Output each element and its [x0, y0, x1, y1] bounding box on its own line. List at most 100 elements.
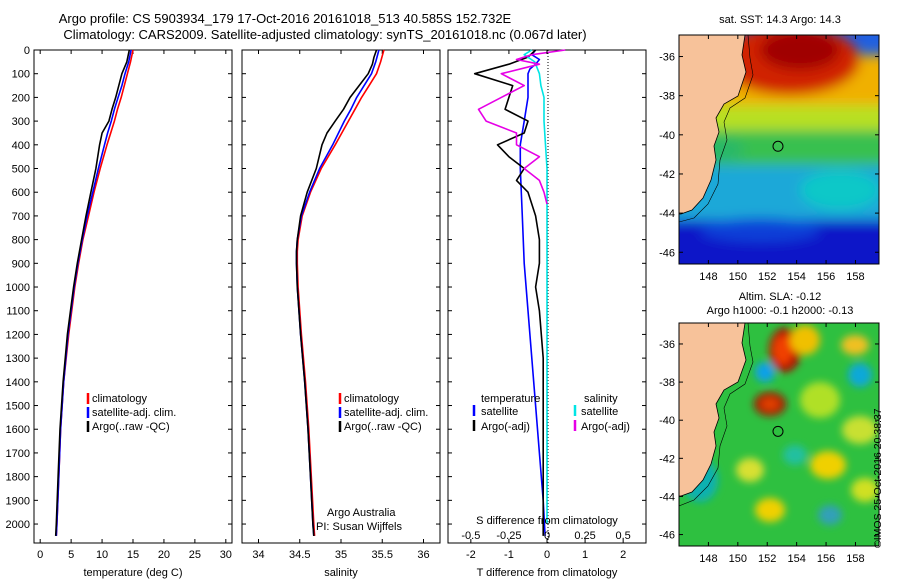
lat-tick-label: -38: [659, 377, 675, 389]
legend-climatology-label: climatology: [344, 393, 400, 405]
lat-tick-label: -36: [659, 52, 675, 64]
series-line-s-satellite: [523, 49, 548, 524]
difference-legend: temperature satellite Argo(-adj) salinit…: [472, 393, 630, 433]
series-line-satellite-adj-clim-: [55, 49, 132, 536]
series-line-s-argo-adj-: [477, 49, 566, 205]
x-tick-label: 0: [37, 549, 43, 561]
difference-x-axis: -2 -1 0 1 2 -0.5 -0.25 0 0.25 0.5: [461, 50, 631, 561]
tasmania-land-sla: [679, 323, 747, 497]
legend-temperature-heading: temperature: [481, 393, 540, 405]
difference-series: [473, 49, 566, 536]
legend-t-argo-label: Argo(-adj): [481, 421, 530, 433]
x-tick-label: 2: [620, 549, 626, 561]
legend-s-argo-label: Argo(-adj): [581, 421, 630, 433]
legend-salinity-heading: salinity: [584, 393, 618, 405]
y-tick-label: 400: [12, 140, 30, 152]
sla-map-title-line1: Altim. SLA: -0.12: [738, 291, 822, 303]
lon-tick-label: 158: [846, 553, 864, 565]
lat-tick-label: -44: [659, 491, 675, 503]
y-tick-label: 1300: [6, 353, 30, 365]
lon-tick-label: 156: [817, 271, 835, 283]
x-tick-label: 0: [544, 549, 550, 561]
salinity-depth-ticks: [242, 49, 440, 525]
y-tick-label: 100: [12, 69, 30, 81]
sla-lon-axis: 148 150 152 154 156 158: [699, 323, 865, 565]
difference-plot-frame: [447, 49, 647, 544]
annotation-pi: PI: Susan Wijffels: [316, 521, 402, 533]
sla-map-title-line2: Argo h1000: -0.1 h2000: -0.13: [706, 305, 854, 317]
sla-map-frame: [678, 322, 880, 547]
annotation-argo-australia: Argo Australia: [327, 507, 396, 519]
lat-tick-label: -42: [659, 169, 675, 181]
y-tick-label: 200: [12, 92, 30, 104]
x-tick-label: 5: [68, 549, 74, 561]
lon-tick-label: 158: [846, 271, 864, 283]
difference-depth-ticks: [448, 49, 646, 525]
sst-field: [679, 35, 879, 264]
y-tick-label: 1700: [6, 448, 30, 460]
series-line-satellite-adj-clim-: [295, 49, 380, 536]
lat-tick-label: -42: [659, 453, 675, 465]
legend-t-satellite-label: satellite: [481, 406, 518, 418]
temperature-xlabel: temperature (deg C): [83, 567, 182, 579]
lon-tick-label: 152: [758, 271, 776, 283]
shelf-contour-sla: [679, 323, 754, 507]
legend-satellite-label: satellite-adj. clim.: [344, 407, 428, 419]
s-tick-label: -0.25: [496, 530, 521, 542]
sla-lat-axis: -36 -38 -40 -42 -44 -46: [659, 339, 879, 542]
legend-s-satellite-label: satellite: [581, 406, 618, 418]
y-tick-label: 1000: [6, 282, 30, 294]
sst-map-title: sat. SST: 14.3 Argo: 14.3: [719, 14, 841, 26]
temperature-legend: climatology satellite-adj. clim. Argo(..…: [86, 393, 176, 433]
x-tick-label: 15: [127, 549, 139, 561]
x-tick-label: 20: [158, 549, 170, 561]
x-tick-label: 10: [96, 549, 108, 561]
imos-credit: ©IMOS 25-Oct-2016 20:38:37: [872, 408, 884, 548]
lat-tick-label: -40: [659, 415, 675, 427]
legend-argo-label: Argo(..raw -QC): [92, 421, 170, 433]
lon-tick-label: 152: [758, 553, 776, 565]
y-tick-label: 900: [12, 258, 30, 270]
depth-axis: 0 100 200 300 400 500 600 700 800 900 1000 1100 1200…: [6, 45, 232, 531]
s-tick-label: -0.5: [461, 530, 480, 542]
x-tick-label: 1: [582, 549, 588, 561]
y-tick-label: 1800: [6, 472, 30, 484]
sst-lon-axis: 148 150 152 154 156 158: [699, 35, 865, 283]
x-tick-label: 36: [417, 549, 429, 561]
series-line-climatology: [55, 49, 134, 536]
lat-tick-label: -44: [659, 208, 675, 220]
salinity-xlabel: salinity: [324, 567, 358, 579]
lat-tick-label: -36: [659, 339, 675, 351]
y-tick-label: 2000: [6, 519, 30, 531]
salinity-series: [295, 49, 385, 536]
x-tick-label: 30: [220, 549, 232, 561]
chart-title-line2: Climatology: CARS2009. Satellite-adjuste…: [63, 27, 587, 42]
temperature-plot-frame: [33, 49, 233, 544]
salinity-plot-frame: [241, 49, 441, 544]
y-tick-label: 800: [12, 235, 30, 247]
x-tick-label: 35: [335, 549, 347, 561]
lon-tick-label: 156: [817, 553, 835, 565]
series-line-argo-raw-qc-: [295, 49, 378, 536]
s-tick-label: 0.25: [574, 530, 595, 542]
x-tick-label: -1: [504, 549, 514, 561]
legend-argo-label: Argo(..raw -QC): [344, 421, 422, 433]
chart-title-line1: Argo profile: CS 5903934_179 17-Oct-2016…: [58, 11, 512, 26]
lon-tick-label: 154: [787, 553, 805, 565]
x-tick-label: 25: [189, 549, 201, 561]
tasmania-land: [679, 35, 747, 215]
salinity-legend: climatology satellite-adj. clim. Argo(..…: [338, 393, 428, 433]
legend-climatology-label: climatology: [92, 393, 148, 405]
lon-tick-label: 148: [699, 553, 717, 565]
series-line-t-argo-adj-: [473, 49, 545, 536]
s-difference-label: S difference from climatology: [476, 515, 618, 527]
temperature-x-axis: 0 5 10 15 20 25 30: [37, 50, 232, 561]
sst-float-marker: [772, 140, 784, 152]
lat-tick-label: -38: [659, 91, 675, 103]
salinity-x-axis: 34 34.5 35 35.5 36: [252, 50, 430, 561]
s-tick-label: 0.5: [616, 530, 631, 542]
s-tick-label: 0: [544, 530, 550, 542]
